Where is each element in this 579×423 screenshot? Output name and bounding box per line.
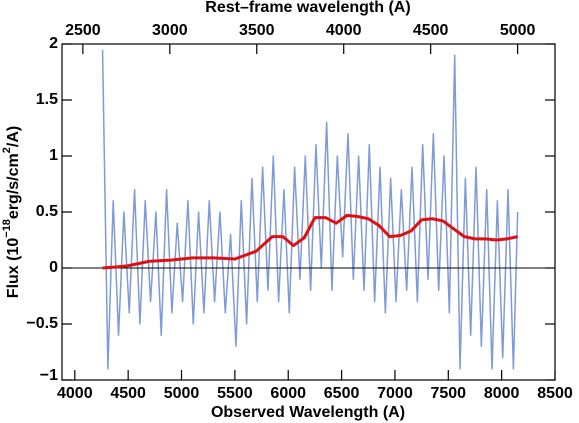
x-tick-label: 8000 (484, 385, 520, 402)
x2-tick-label: 3000 (152, 22, 188, 39)
spectrum-line (101, 49, 519, 370)
spectrum-line (102, 213, 518, 270)
y-tick-label: −0.5 (26, 315, 58, 332)
y-tick-label: 1 (49, 147, 58, 164)
x-tick-label: 7500 (430, 385, 466, 402)
y-tick-label: 1.5 (36, 91, 58, 108)
y-tick-label: 0 (49, 259, 58, 276)
x-tick-label: 6000 (270, 385, 306, 402)
y-tick-label: 2 (49, 35, 58, 52)
y-label-part: erg/s/cm (5, 153, 22, 219)
x2-tick-label: 3500 (239, 22, 275, 39)
y-axis-label: Flux (10−18erg/s/cm2/A) (1, 126, 22, 298)
x2-tick-label: 4500 (413, 22, 449, 39)
x-tick-label: 4500 (110, 385, 146, 402)
y-label-part: 2 (1, 147, 13, 153)
x2-axis-label: Rest–frame wavelength (A) (205, 0, 410, 16)
y-label-part: Flux (10 (5, 238, 22, 299)
x2-tick-label: 4000 (326, 22, 362, 39)
x-tick-label: 8500 (537, 385, 573, 402)
y-tick-label: −1 (40, 367, 58, 384)
x-tick-label: 5500 (217, 385, 253, 402)
x2-tick-label: 5000 (500, 22, 536, 39)
y-label-part: −18 (1, 219, 13, 238)
x-tick-label: 4000 (57, 385, 93, 402)
x-tick-label: 5000 (164, 385, 200, 402)
y-label-part: /A) (5, 126, 22, 147)
x-tick-label: 7000 (377, 385, 413, 402)
x2-tick-label: 2500 (65, 22, 101, 39)
x-axis-label: Observed Wavelength (A) (211, 404, 405, 421)
y-tick-label: 0.5 (36, 203, 58, 220)
x-tick-label: 6500 (324, 385, 360, 402)
plot-area (62, 49, 555, 370)
